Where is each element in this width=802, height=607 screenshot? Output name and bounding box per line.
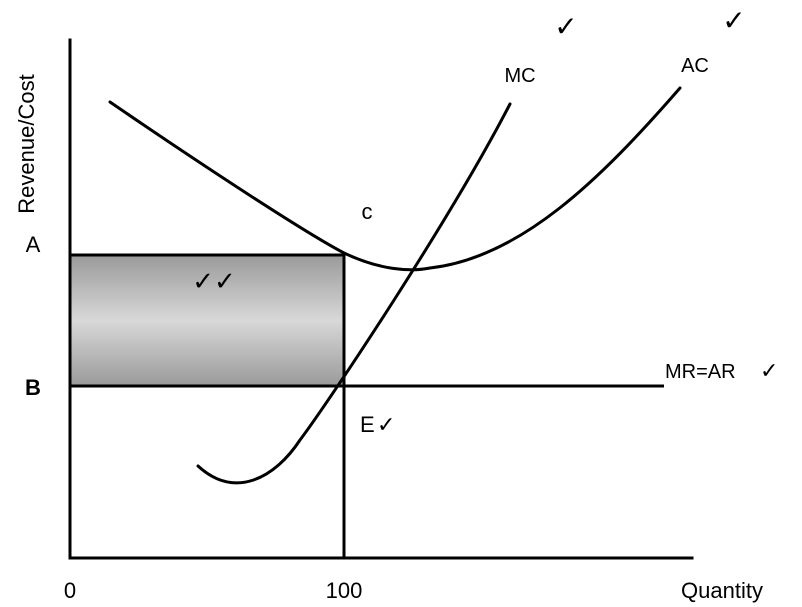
profit-area [69, 254, 345, 387]
ac-curve [108, 86, 682, 272]
ac-tick: ✓ [722, 5, 745, 36]
profit-area-ticks: ✓✓ [192, 266, 236, 296]
mr-ar-tick: ✓ [760, 358, 778, 383]
x-tick-label: 100 [326, 578, 363, 603]
mc-tick: ✓ [554, 11, 577, 42]
mc-curve [196, 102, 512, 485]
point-e-label: E [360, 412, 375, 437]
ac-label: AC [681, 55, 709, 77]
point-c-label: C [362, 199, 373, 224]
point-e-tick: ✓ [377, 412, 395, 437]
mc-label: MC [504, 65, 535, 87]
x-axis-label: Quantity [681, 578, 763, 603]
price-label-b: B [25, 375, 41, 400]
y-axis-label: Revenue/Cost [14, 74, 39, 213]
x-origin-label: 0 [64, 578, 76, 603]
price-label-a: A [26, 232, 41, 257]
mr-ar-label: MR=AR [665, 361, 736, 383]
